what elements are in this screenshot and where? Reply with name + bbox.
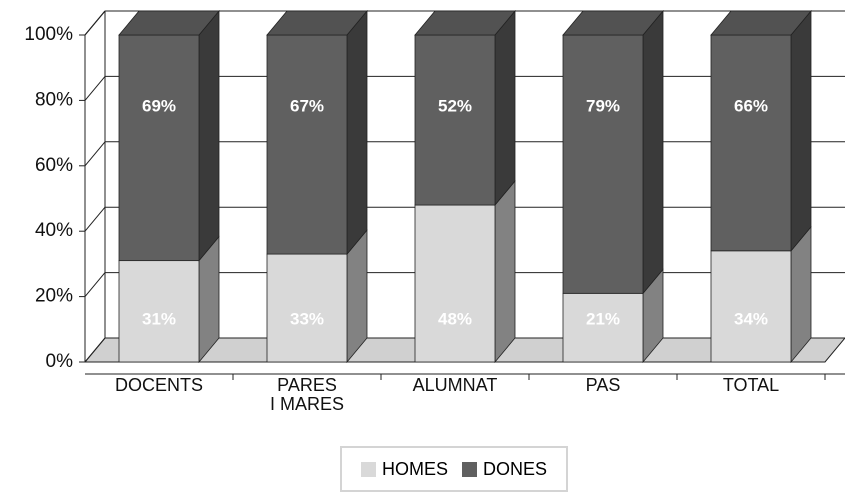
x-tick-label: DOCENTS xyxy=(114,375,203,395)
bar xyxy=(710,34,792,252)
bar xyxy=(414,204,496,363)
bar-side xyxy=(494,179,516,364)
data-label: 67% xyxy=(290,96,324,115)
data-label: 48% xyxy=(438,309,472,328)
bar-top xyxy=(562,10,664,36)
data-label: 34% xyxy=(734,309,768,328)
legend-item: HOMES xyxy=(360,458,448,480)
y-tick-label: 40% xyxy=(35,220,73,241)
legend-label: DONES xyxy=(483,458,548,479)
bar-side xyxy=(642,9,664,295)
grid-line xyxy=(84,272,106,297)
x-tick-label: PARES I MARES xyxy=(269,375,344,414)
bar-side xyxy=(198,9,220,262)
y-tick-label: 100% xyxy=(24,24,73,45)
grid-line xyxy=(84,206,106,232)
grid-line xyxy=(84,337,106,363)
bar xyxy=(118,260,200,363)
data-label: 33% xyxy=(290,309,324,328)
grid-line xyxy=(84,141,106,167)
data-label: 69% xyxy=(142,96,176,115)
grid-line xyxy=(84,10,106,36)
bar-top xyxy=(266,10,368,36)
bar xyxy=(562,34,644,294)
data-label: 21% xyxy=(586,309,620,328)
data-label: 52% xyxy=(438,96,472,115)
bar-top xyxy=(414,10,516,36)
bar xyxy=(118,34,200,262)
legend: HOMES DONES xyxy=(340,446,568,492)
bar xyxy=(266,34,348,255)
legend-swatch xyxy=(462,461,477,477)
legend-item: DONES xyxy=(462,459,547,480)
x-tick-label: PAS xyxy=(585,375,621,395)
y-tick-label: 60% xyxy=(35,155,73,176)
x-tick-label: TOTAL xyxy=(722,375,780,395)
bar-side xyxy=(346,9,368,256)
data-label: 31% xyxy=(142,309,176,328)
y-tick-label: 0% xyxy=(46,351,74,372)
legend-label: HOMES xyxy=(381,458,448,479)
bar xyxy=(414,34,496,206)
bar-side xyxy=(790,9,812,252)
y-tick-label: 20% xyxy=(35,286,73,307)
y-tick-label: 80% xyxy=(35,89,73,110)
legend-swatch xyxy=(360,461,376,477)
data-label: 79% xyxy=(586,96,620,115)
bar-side xyxy=(494,9,516,207)
bar xyxy=(710,250,792,363)
data-label: 66% xyxy=(734,96,768,115)
bar xyxy=(266,253,348,363)
bar-top xyxy=(710,10,812,36)
grid-line xyxy=(84,76,106,101)
bar-top xyxy=(118,10,220,36)
x-tick-label: ALUMNAT xyxy=(412,375,498,395)
bar xyxy=(562,292,644,363)
